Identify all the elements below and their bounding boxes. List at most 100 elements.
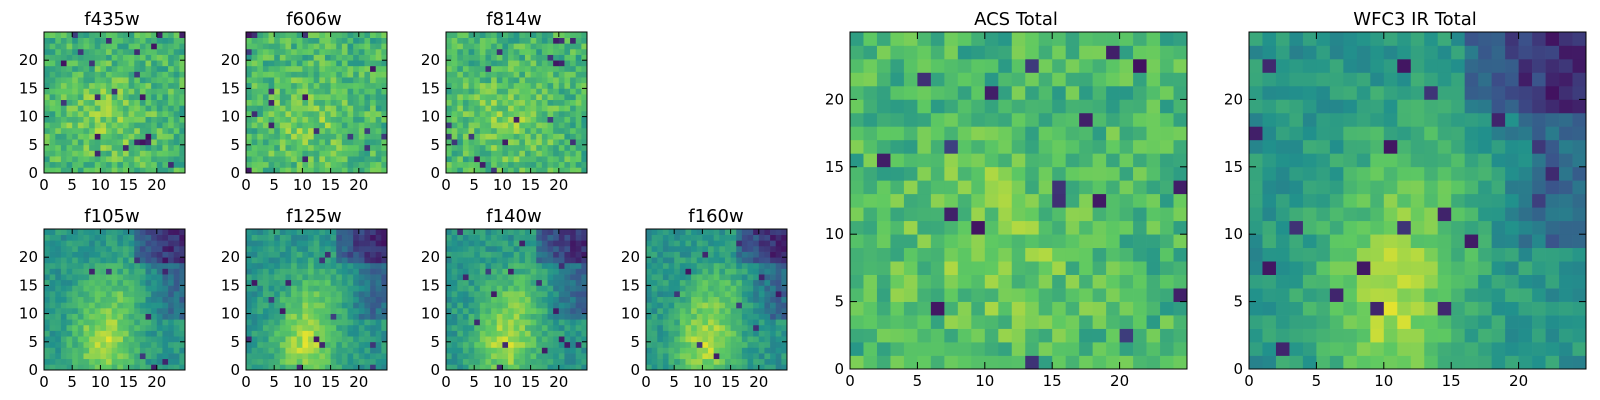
heatmap-cell (474, 319, 481, 326)
heatmap-cell (547, 251, 554, 258)
heatmap-cell (72, 116, 79, 123)
heatmap-cell (753, 313, 760, 320)
heatmap-cell (553, 110, 560, 117)
heatmap-cell (246, 319, 252, 326)
heatmap-cell (257, 257, 264, 264)
heatmap-cell (308, 54, 315, 61)
heatmap-cell (724, 240, 731, 247)
heatmap-cell (474, 262, 481, 269)
heatmap-cell (274, 302, 281, 309)
heatmap-cell (375, 336, 382, 343)
heatmap-cell (156, 110, 163, 117)
heatmap-cell (547, 358, 554, 365)
heatmap-cell (268, 257, 275, 264)
heatmap-cell (330, 71, 337, 78)
heatmap-cell (502, 291, 509, 298)
heatmap-cell (781, 229, 788, 235)
heatmap-cell (336, 150, 343, 157)
heatmap-cell (474, 341, 481, 348)
heatmap-cell (285, 65, 292, 72)
heatmap-cell (468, 291, 475, 298)
heatmap-cell (553, 279, 560, 286)
heatmap-cell (324, 296, 331, 303)
heatmap-cell (100, 336, 107, 343)
heatmap-cell (553, 71, 560, 78)
heatmap-cell (553, 127, 560, 134)
heatmap-cell (122, 110, 129, 117)
heatmap-cell (173, 167, 180, 174)
heatmap-cell (353, 358, 360, 365)
heatmap-cell (274, 336, 281, 343)
heatmap-cell (457, 133, 464, 140)
heatmap-cell (781, 336, 788, 343)
heatmap-cell (257, 245, 264, 252)
heatmap-cell (508, 234, 515, 241)
heatmap-cell (77, 257, 84, 264)
heatmap-cell (49, 122, 56, 129)
heatmap-cell (850, 153, 864, 168)
heatmap-cell (302, 77, 309, 84)
heatmap-cell (903, 274, 918, 289)
heatmap-cell (971, 220, 986, 235)
heatmap-cell (77, 144, 84, 151)
heatmap-cell (530, 65, 537, 72)
heatmap-cell (741, 313, 748, 320)
heatmap-cell (775, 330, 782, 337)
y-tick-label: 20 (221, 248, 240, 266)
heatmap-cell (1173, 193, 1188, 208)
heatmap-cell (179, 336, 186, 343)
heatmap-cell (468, 285, 475, 292)
heatmap-cell (513, 139, 520, 146)
heatmap-cell (89, 229, 96, 235)
heatmap-cell (308, 139, 315, 146)
heatmap-cell (251, 94, 258, 101)
heatmap-cell (446, 324, 452, 331)
heatmap-cell (581, 251, 588, 258)
heatmap-cell (530, 77, 537, 84)
heatmap-cell (268, 302, 275, 309)
heatmap-cell (55, 229, 62, 235)
heatmap-cell (657, 257, 664, 264)
heatmap-cell (336, 65, 343, 72)
heatmap-cell (336, 268, 343, 275)
heatmap-cell (474, 245, 481, 252)
heatmap-cell (764, 251, 771, 258)
heatmap-cell (479, 268, 486, 275)
heatmap-cell (77, 43, 84, 50)
heatmap-cell (313, 127, 320, 134)
heatmap-cell (1146, 193, 1161, 208)
heatmap-cell (524, 48, 531, 55)
heatmap-cell (66, 319, 73, 326)
heatmap-cell (558, 313, 565, 320)
heatmap-cell (674, 296, 681, 303)
heatmap-cell (984, 180, 999, 195)
heatmap-cell (575, 313, 582, 320)
heatmap-cell (1146, 261, 1161, 275)
heatmap-cell (128, 364, 135, 371)
heatmap-cell (151, 94, 158, 101)
heatmap-cell (89, 88, 96, 95)
heatmap-cell (106, 60, 113, 67)
heatmap-cell (462, 240, 469, 247)
heatmap-cell (246, 324, 252, 331)
heatmap-cell (564, 307, 571, 314)
heatmap-cell (173, 274, 180, 281)
heatmap-cell (479, 94, 486, 101)
heatmap-cell (291, 48, 298, 55)
heatmap-cell (496, 341, 503, 348)
heatmap-cell (570, 43, 577, 50)
heatmap-cell (55, 88, 62, 95)
heatmap-cell (491, 245, 498, 252)
heatmap-cell (49, 296, 56, 303)
heatmap-cell (168, 268, 175, 275)
heatmap-cell (83, 358, 90, 365)
heatmap-cell (77, 122, 84, 129)
heatmap-cell (257, 156, 264, 163)
heatmap-cell (758, 324, 765, 331)
heatmap-cell (685, 291, 692, 298)
heatmap-cell (151, 105, 158, 112)
heatmap-cell (536, 302, 543, 309)
heatmap-cell (944, 288, 959, 302)
heatmap-cell (457, 353, 464, 360)
heatmap-cell (468, 150, 475, 157)
